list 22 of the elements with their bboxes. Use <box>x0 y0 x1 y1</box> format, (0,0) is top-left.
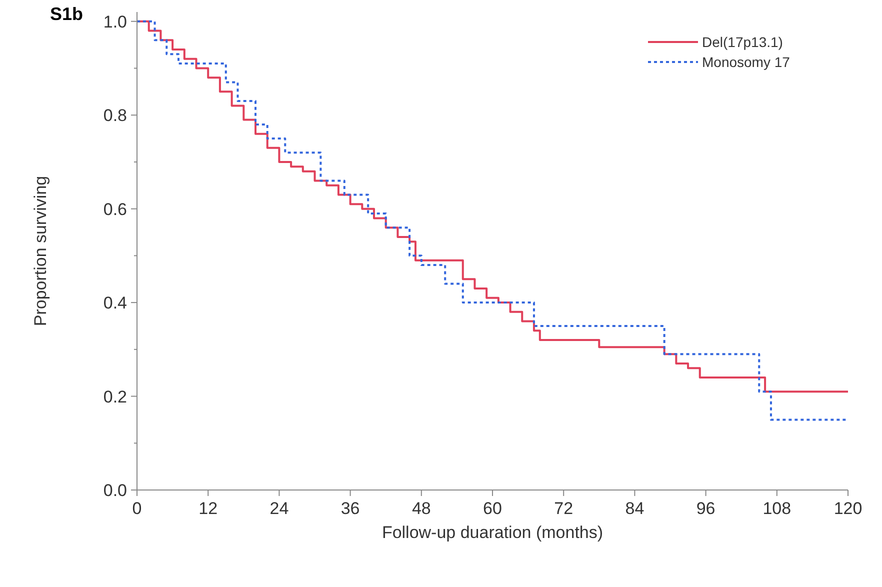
x-tick-label: 84 <box>625 499 644 518</box>
x-tick-label: 96 <box>696 499 716 518</box>
y-tick-label: 0.8 <box>103 106 127 126</box>
y-tick-label: 0.0 <box>103 481 127 500</box>
legend-label: Monosomy 17 <box>702 54 790 70</box>
y-tick-label: 1.0 <box>103 12 127 32</box>
x-tick-label: 108 <box>762 499 792 518</box>
x-tick-label: 60 <box>483 499 502 518</box>
x-tick-label: 0 <box>132 499 142 518</box>
x-tick-label: 72 <box>554 499 574 518</box>
y-tick-label: 0.4 <box>103 294 127 313</box>
x-tick-label: 24 <box>270 499 289 518</box>
x-axis-title: Follow-up duaration (months) <box>382 523 604 542</box>
y-axis-title: Proportion surviving <box>31 176 50 326</box>
x-tick-label: 48 <box>412 499 431 518</box>
y-tick-label: 0.2 <box>103 387 127 406</box>
chart-title: S1b <box>50 4 84 24</box>
x-tick-label: 120 <box>834 499 862 518</box>
legend-label: Del(17p13.1) <box>702 34 783 50</box>
x-tick-label: 36 <box>340 499 360 518</box>
y-tick-label: 0.6 <box>103 200 127 219</box>
x-tick-label: 12 <box>198 499 218 518</box>
